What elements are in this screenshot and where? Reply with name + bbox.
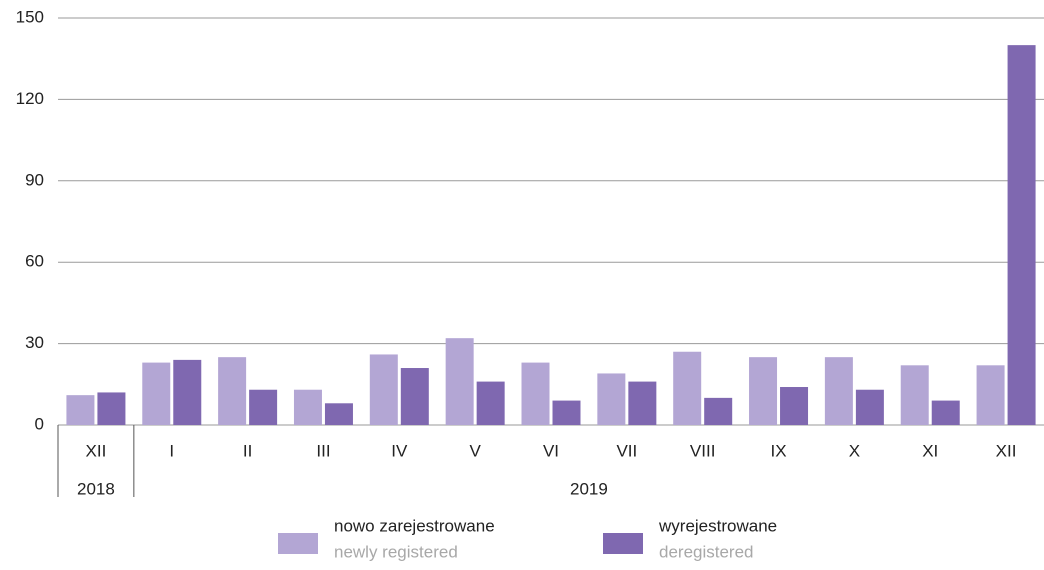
bar [293,389,322,425]
bar [142,362,171,425]
bar [976,365,1005,425]
legend-label: nowo zarejestrowane [334,516,495,535]
x-tick-label: VII [616,441,637,460]
bar [476,381,505,425]
x-tick-label: VI [543,441,559,460]
x-tick-label: IV [391,441,408,460]
x-tick-label: V [469,441,481,460]
y-tick-label: 150 [16,7,44,26]
bar [445,338,474,425]
bar [704,397,733,425]
bar [824,357,853,425]
x-tick-label: XII [996,441,1017,460]
bar [855,389,884,425]
x-tick-label: VIII [690,441,716,460]
bar [66,395,95,425]
bar [249,389,278,425]
legend-label: wyrejestrowane [658,516,777,535]
bar [369,354,398,425]
x-tick-label: III [316,441,330,460]
year-label: 2019 [570,479,608,498]
bar [218,357,247,425]
bar [1007,45,1036,426]
bar [900,365,929,425]
bar [597,373,626,425]
x-tick-label: IX [771,441,787,460]
y-tick-label: 90 [25,170,44,189]
x-tick-label: II [243,441,252,460]
legend-swatch [278,533,318,554]
legend-label-en: deregistered [659,542,754,561]
x-tick-label: XI [922,441,938,460]
bar [97,392,126,425]
bar [324,403,353,425]
x-tick-label: X [849,441,860,460]
bar [673,351,702,425]
x-tick-label: I [169,441,174,460]
y-tick-label: 0 [35,414,44,433]
bar [400,368,429,425]
y-tick-label: 120 [16,89,44,108]
bar [173,359,202,425]
bar [628,381,657,425]
x-tick-label: XII [86,441,107,460]
bar [780,387,809,425]
bar [749,357,778,425]
legend-swatch [603,533,643,554]
y-tick-label: 60 [25,252,44,271]
bar [521,362,550,425]
y-tick-label: 30 [25,333,44,352]
bar [931,400,960,425]
bar [552,400,581,425]
year-label: 2018 [77,479,115,498]
legend-label-en: newly registered [334,542,458,561]
